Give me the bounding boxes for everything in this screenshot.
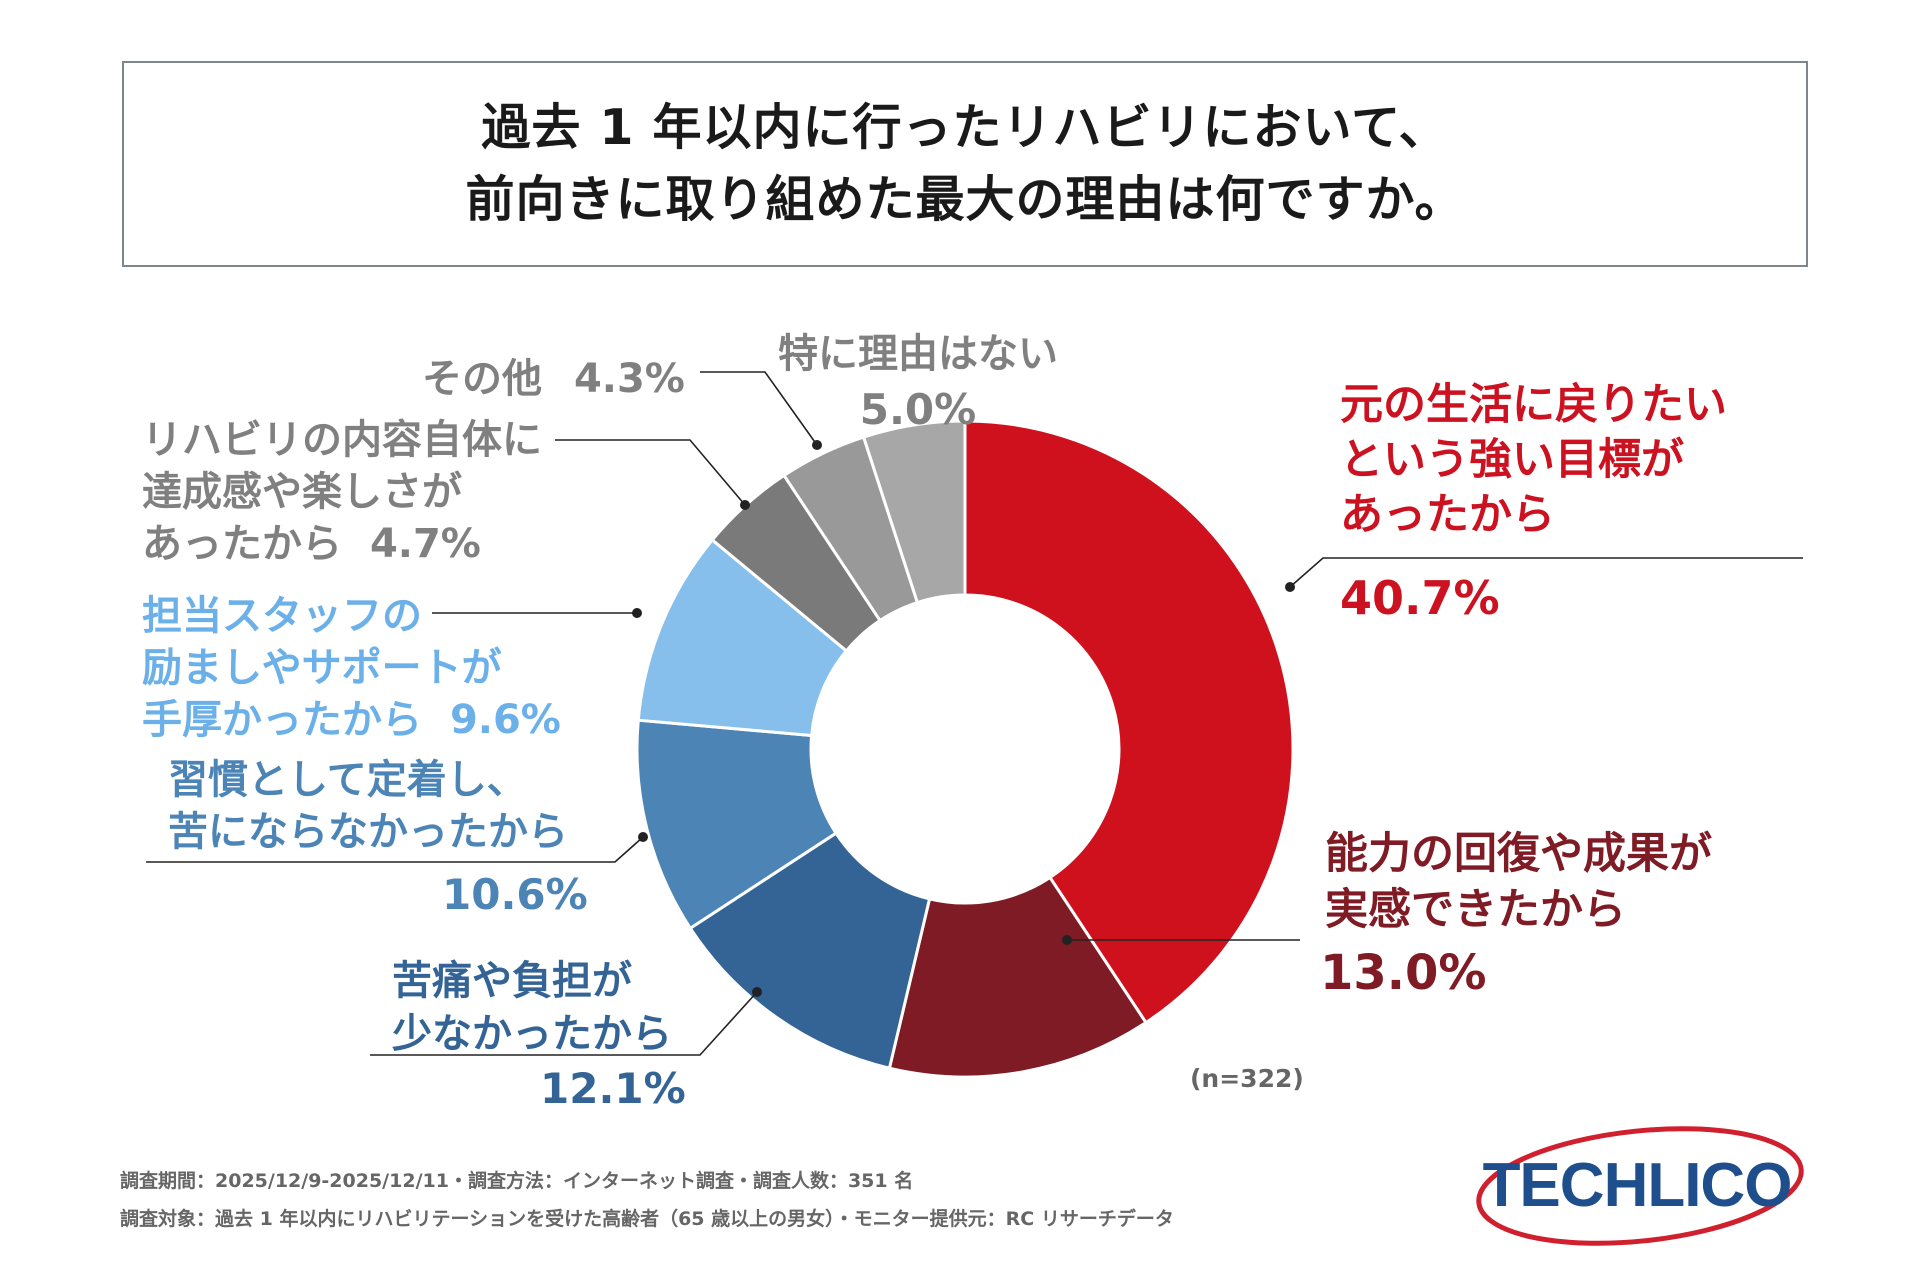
- footer-line-1: 調査期間：2025/12/9-2025/12/11・調査方法：インターネット調査…: [120, 1170, 914, 1192]
- leader-dot-s2: [752, 987, 762, 997]
- donut-slice-1: [887, 875, 1149, 1079]
- leader-dot-s5: [740, 500, 750, 510]
- title-line-1: 過去 1 年以内に行ったリハビリにおいて、: [481, 99, 1449, 156]
- leader-dot-s3: [638, 832, 648, 842]
- label-s5-line1: リハビリの内容自体に: [142, 417, 542, 463]
- donut-slice-3: [635, 718, 839, 931]
- logo-ellipse: [1476, 1126, 1804, 1246]
- label-s6-text: その他: [422, 356, 542, 402]
- label-s3: 習慣として定着し、 苦にならなかったから: [168, 754, 568, 858]
- label-s0: 元の生活に戻りたい という強い目標が あったから: [1340, 378, 1727, 543]
- value-s0: 40.7%: [1340, 571, 1500, 625]
- footer-line-2: 調査対象：過去 1 年以内にリハビリテーションを受けた高齢者（65 歳以上の男女…: [120, 1208, 1174, 1230]
- leader-line-s5: [555, 439, 746, 506]
- title-box: 過去 1 年以内に行ったリハビリにおいて、 前向きに取り組めた最大の理由は何です…: [122, 61, 1808, 267]
- label-s5: リハビリの内容自体に 達成感や楽しさが あったから 4.7%: [142, 414, 542, 570]
- label-s2-line2: 少なかったから: [392, 1011, 672, 1057]
- value-s6: 4.3%: [573, 356, 685, 402]
- label-s5-line3-wrap: あったから 4.7%: [142, 518, 542, 570]
- label-s1-line1: 能力の回復や成果が: [1325, 829, 1712, 879]
- donut-slice-2: [688, 831, 932, 1070]
- leader-dot-s6: [812, 440, 822, 450]
- label-s4-line2: 励ましやサポートが: [142, 645, 502, 691]
- donut-slice-0: [963, 419, 1295, 1025]
- label-s0-line2: という強い目標が: [1340, 435, 1684, 485]
- leader-line-s0: [1289, 557, 1803, 588]
- value-s3: 10.6%: [442, 870, 588, 919]
- label-s2: 苦痛や負担が 少なかったから: [392, 955, 672, 1061]
- techlico-logo: TECHLICO: [1462, 1120, 1812, 1252]
- leader-line-s3: [146, 836, 644, 863]
- label-s6: その他 4.3%: [422, 346, 685, 404]
- label-s4: 担当スタッフの 励ましやサポートが 手厚かったから 9.6%: [142, 590, 561, 746]
- leader-dot-s1: [1062, 935, 1072, 945]
- label-s7: 特に理由はない 5.0%: [778, 326, 1058, 438]
- label-s4-line3: 手厚かったから: [142, 697, 422, 743]
- label-s5-line3: あったから: [142, 521, 342, 567]
- value-s1: 13.0%: [1320, 945, 1487, 1001]
- label-s3-line2: 苦にならなかったから: [168, 809, 568, 855]
- sample-size: (n=322): [1190, 1064, 1304, 1093]
- label-s3-line1: 習慣として定着し、: [168, 757, 527, 803]
- label-s4-line1: 担当スタッフの: [142, 593, 422, 639]
- label-s7-text: 特に理由はない: [778, 331, 1058, 377]
- label-s5-line2: 達成感や楽しさが: [142, 469, 462, 515]
- value-s2: 12.1%: [540, 1064, 686, 1113]
- leader-dot-s4: [632, 608, 642, 618]
- label-s2-line1: 苦痛や負担が: [392, 958, 632, 1004]
- label-s0-line3: あったから: [1340, 490, 1555, 540]
- donut-slice-4: [636, 537, 849, 738]
- label-s1: 能力の回復や成果が 実感できたから: [1325, 826, 1712, 938]
- label-s0-line1: 元の生活に戻りたい: [1340, 380, 1727, 430]
- label-s1-line2: 実感できたから: [1325, 885, 1626, 935]
- value-s5: 4.7%: [369, 521, 481, 567]
- logo-text: TECHLICO: [1482, 1151, 1793, 1220]
- label-s4-line3-wrap: 手厚かったから 9.6%: [142, 694, 561, 746]
- value-s4: 9.6%: [449, 697, 561, 743]
- title-line-2: 前向きに取り組めた最大の理由は何ですか。: [465, 171, 1465, 228]
- value-s7: 5.0%: [859, 385, 977, 434]
- donut-slice-7: [861, 419, 967, 605]
- leader-dot-s0: [1285, 582, 1295, 592]
- leader-line-s2: [370, 991, 758, 1056]
- leader-line-s6: [700, 371, 818, 446]
